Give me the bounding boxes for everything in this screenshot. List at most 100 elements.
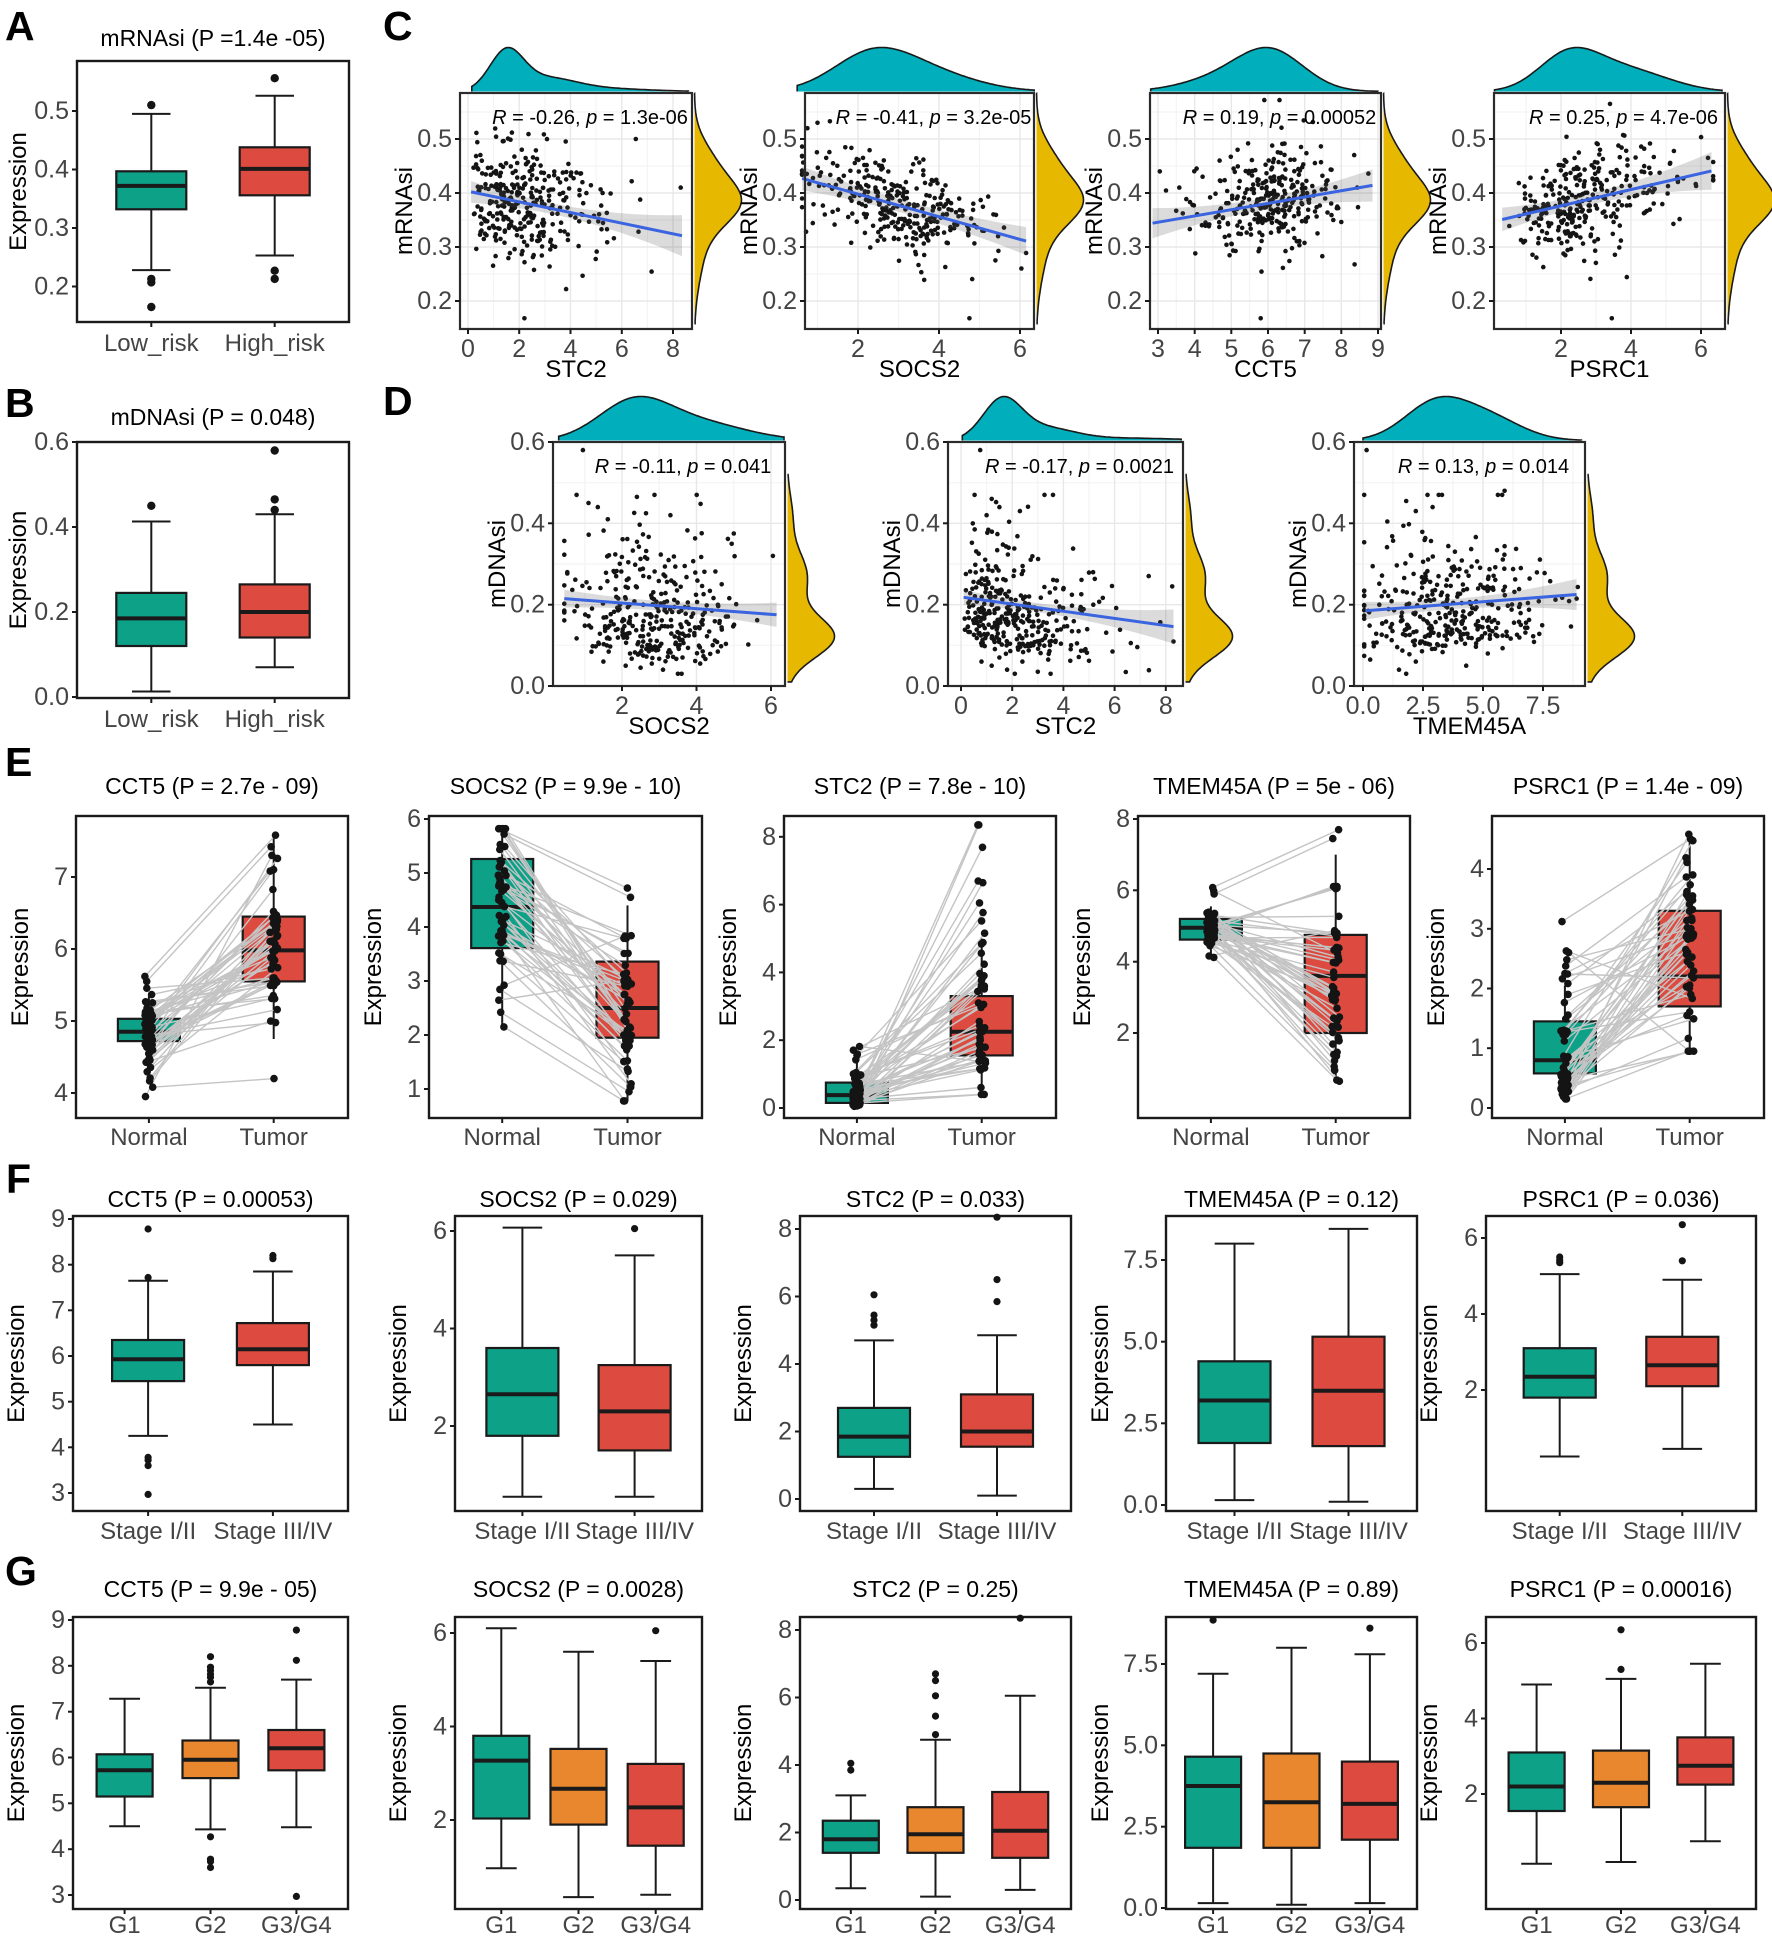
svg-text:2: 2 — [1470, 975, 1484, 1003]
svg-text:STC2 (P = 7.8e - 10): STC2 (P = 7.8e - 10) — [814, 773, 1026, 799]
svg-text:0.2: 0.2 — [1311, 591, 1346, 619]
svg-text:High_risk: High_risk — [225, 706, 326, 733]
svg-text:4: 4 — [1056, 692, 1070, 720]
svg-text:B: B — [5, 380, 35, 426]
svg-text:F: F — [6, 1156, 31, 1202]
svg-text:2: 2 — [1116, 1019, 1130, 1047]
svg-text:4: 4 — [932, 335, 946, 363]
svg-text:0.3: 0.3 — [1451, 233, 1486, 261]
svg-text:6: 6 — [764, 692, 778, 720]
svg-text:Stage III/IV: Stage III/IV — [1623, 1518, 1742, 1545]
svg-text:D: D — [383, 378, 413, 424]
svg-text:2: 2 — [851, 335, 865, 363]
svg-text:6: 6 — [1464, 1224, 1478, 1252]
svg-text:STC2 (P = 0.25): STC2 (P = 0.25) — [852, 1576, 1018, 1602]
svg-text:Expression: Expression — [1423, 908, 1450, 1027]
svg-text:0.0: 0.0 — [34, 683, 69, 711]
svg-text:0: 0 — [778, 1886, 792, 1914]
svg-text:G: G — [5, 1548, 37, 1594]
svg-text:Expression: Expression — [3, 1304, 30, 1423]
svg-text:0: 0 — [778, 1485, 792, 1513]
svg-text:4: 4 — [51, 1433, 65, 1461]
svg-text:4: 4 — [778, 1751, 792, 1779]
svg-text:0.3: 0.3 — [417, 233, 452, 261]
svg-text:CCT5 (P = 0.00053): CCT5 (P = 0.00053) — [107, 1186, 313, 1212]
svg-text:STC2 (P = 0.033): STC2 (P = 0.033) — [846, 1186, 1025, 1212]
svg-text:SOCS2 (P = 0.029): SOCS2 (P = 0.029) — [479, 1186, 677, 1212]
svg-text:mRNAsi: mRNAsi — [1081, 167, 1108, 255]
svg-text:0.2: 0.2 — [34, 598, 69, 626]
svg-text:0.2: 0.2 — [1451, 287, 1486, 315]
svg-text:5.0: 5.0 — [1123, 1731, 1158, 1759]
svg-text:6: 6 — [778, 1283, 792, 1311]
svg-text:5: 5 — [51, 1388, 65, 1416]
svg-text:6: 6 — [1694, 335, 1708, 363]
svg-text:Expression: Expression — [360, 908, 387, 1027]
svg-text:G2: G2 — [562, 1912, 594, 1938]
svg-text:Stage I/II: Stage I/II — [1186, 1518, 1282, 1545]
svg-text:Tumor: Tumor — [1655, 1124, 1723, 1151]
svg-text:Expression: Expression — [5, 511, 32, 630]
svg-text:0: 0 — [1470, 1094, 1484, 1122]
svg-text:E: E — [5, 739, 32, 785]
svg-text:4: 4 — [1116, 948, 1130, 976]
svg-text:2.5: 2.5 — [1406, 692, 1441, 720]
svg-text:Expression: Expression — [730, 1704, 757, 1823]
svg-text:Low_risk: Low_risk — [104, 706, 200, 733]
svg-text:3: 3 — [51, 1479, 65, 1507]
svg-text:3: 3 — [51, 1881, 65, 1909]
svg-text:G2: G2 — [919, 1912, 951, 1938]
svg-text:6: 6 — [433, 1619, 447, 1647]
svg-text:2.5: 2.5 — [1123, 1813, 1158, 1841]
svg-text:0.4: 0.4 — [34, 513, 69, 541]
svg-text:G2: G2 — [194, 1912, 226, 1938]
svg-text:0.2: 0.2 — [762, 287, 797, 315]
svg-text:Expression: Expression — [1087, 1704, 1114, 1823]
svg-text:Low_risk: Low_risk — [104, 330, 200, 357]
svg-text:4: 4 — [407, 913, 421, 941]
svg-text:0.0: 0.0 — [1123, 1491, 1158, 1519]
svg-text:2: 2 — [1005, 692, 1019, 720]
svg-text:Stage I/II: Stage I/II — [100, 1518, 196, 1545]
svg-text:G3/G4: G3/G4 — [985, 1912, 1056, 1938]
svg-text:0.0: 0.0 — [1346, 692, 1381, 720]
svg-text:A: A — [5, 3, 35, 49]
svg-text:R = -0.41, p = 3.2e-05: R = -0.41, p = 3.2e-05 — [836, 107, 1032, 129]
svg-text:0.5: 0.5 — [762, 125, 797, 153]
svg-text:mDNAsi: mDNAsi — [1285, 520, 1312, 608]
svg-text:4: 4 — [433, 1713, 447, 1741]
svg-text:0.4: 0.4 — [762, 179, 797, 207]
svg-text:Stage I/II: Stage I/II — [474, 1518, 570, 1545]
svg-text:5.0: 5.0 — [1466, 692, 1501, 720]
svg-text:TMEM45A (P = 5e - 06): TMEM45A (P = 5e - 06) — [1153, 773, 1395, 799]
svg-text:PSRC1 (P = 0.00016): PSRC1 (P = 0.00016) — [1510, 1576, 1733, 1602]
svg-text:6: 6 — [615, 335, 629, 363]
svg-text:0: 0 — [461, 335, 475, 363]
svg-text:G1: G1 — [1521, 1912, 1553, 1938]
svg-text:Expression: Expression — [1087, 1304, 1114, 1423]
svg-text:Normal: Normal — [818, 1124, 895, 1151]
svg-text:4: 4 — [51, 1835, 65, 1863]
svg-text:G1: G1 — [835, 1912, 867, 1938]
svg-text:0.4: 0.4 — [34, 156, 69, 184]
svg-text:8: 8 — [1116, 805, 1130, 833]
svg-text:6: 6 — [778, 1684, 792, 1712]
svg-text:4: 4 — [1188, 335, 1202, 363]
svg-text:8: 8 — [666, 335, 680, 363]
svg-text:mRNAsi: mRNAsi — [391, 167, 418, 255]
svg-text:0.4: 0.4 — [1311, 509, 1346, 537]
svg-text:2: 2 — [778, 1819, 792, 1847]
svg-text:2: 2 — [615, 692, 629, 720]
svg-text:Expression: Expression — [715, 908, 742, 1027]
svg-text:3: 3 — [407, 967, 421, 995]
svg-text:4: 4 — [564, 335, 578, 363]
svg-text:Normal: Normal — [110, 1124, 187, 1151]
svg-text:8: 8 — [1334, 335, 1348, 363]
svg-text:G3/G4: G3/G4 — [1335, 1912, 1406, 1938]
svg-text:0.2: 0.2 — [1107, 287, 1142, 315]
svg-text:0.4: 0.4 — [1107, 179, 1142, 207]
svg-text:Stage III/IV: Stage III/IV — [575, 1518, 694, 1545]
svg-text:6: 6 — [1261, 335, 1275, 363]
svg-text:3: 3 — [1470, 915, 1484, 943]
svg-text:Stage I/II: Stage I/II — [1512, 1518, 1608, 1545]
